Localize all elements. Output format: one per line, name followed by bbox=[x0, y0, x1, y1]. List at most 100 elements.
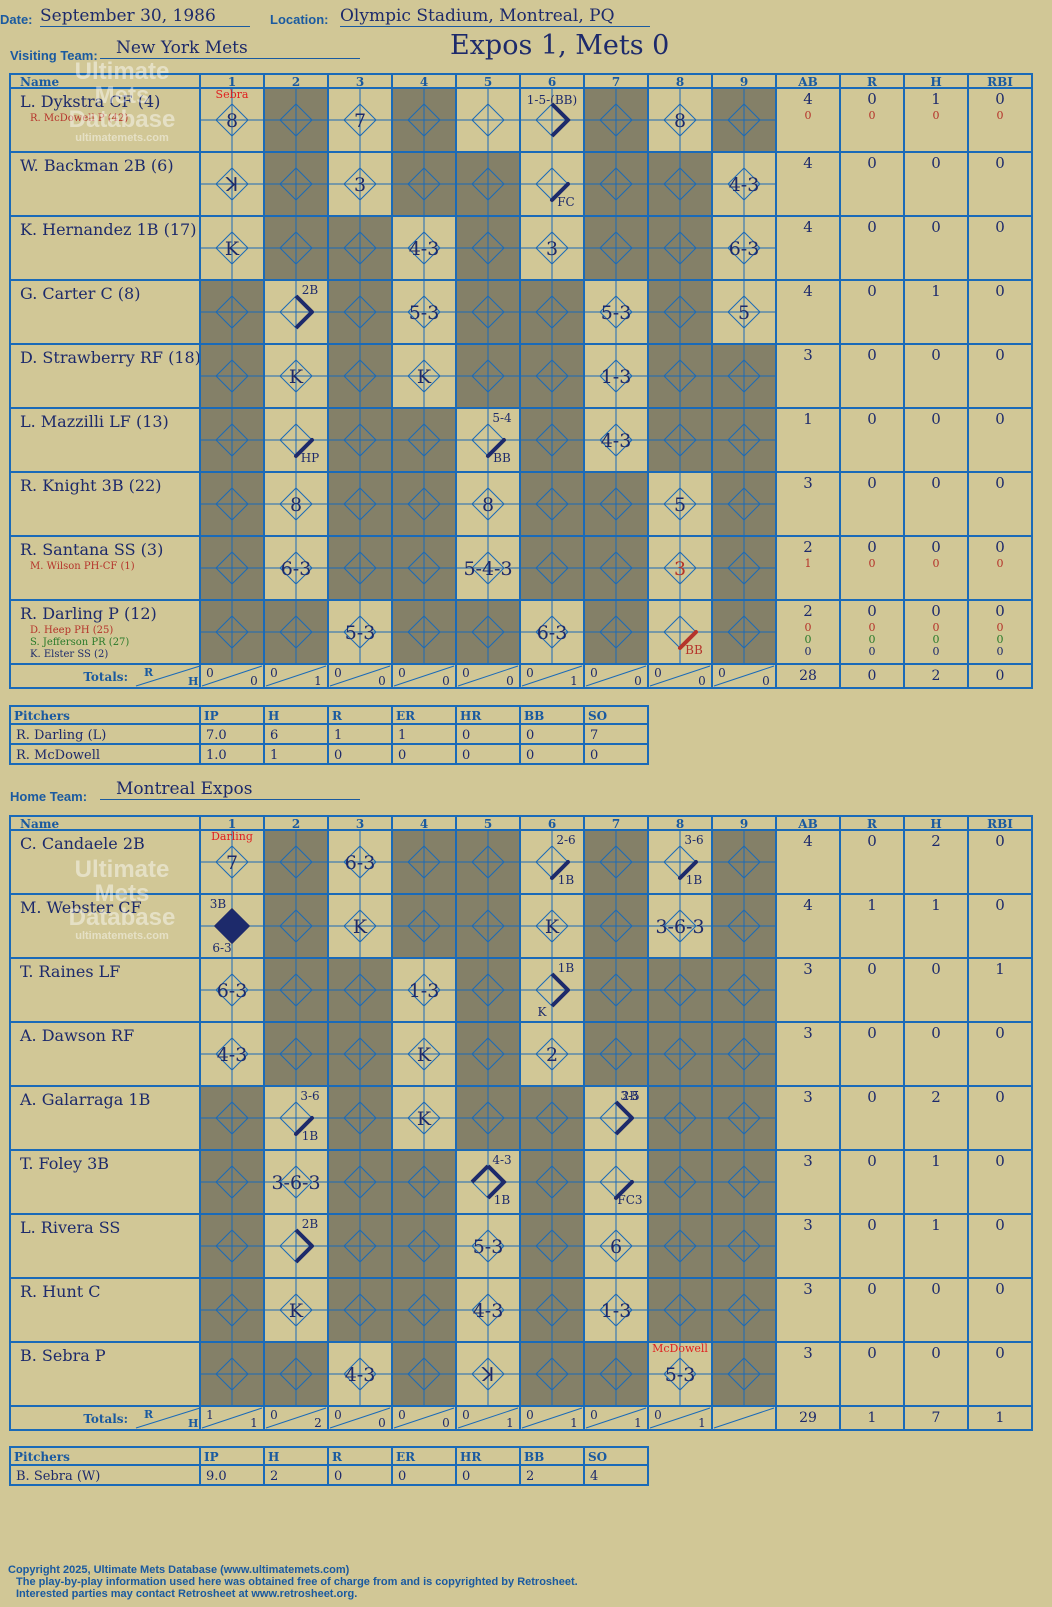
play-mark: 1B 2-6 bbox=[550, 833, 576, 887]
column-header: 4 bbox=[420, 75, 428, 89]
svg-text:1B: 1B bbox=[558, 873, 575, 887]
svg-text:5: 5 bbox=[738, 302, 750, 324]
batter-stat: 0 bbox=[995, 896, 1005, 914]
column-header: 3 bbox=[356, 75, 364, 89]
home-batter-row: M. Webster CF 4 1 1 0 bbox=[20, 896, 1005, 917]
total-stat: 1 bbox=[996, 1410, 1005, 1426]
batter-name: L. Rivera SS bbox=[20, 1218, 120, 1237]
visiting-batter-row: R. Darling P (12) D. Heep PH (25)S. Jeffe… bbox=[20, 602, 1005, 660]
svg-text:3-5: 3-5 bbox=[620, 1089, 639, 1103]
inning-runs: 0 bbox=[334, 1408, 342, 1422]
svg-text:5-4: 5-4 bbox=[492, 411, 512, 425]
batter-name: R. Darling P (12) bbox=[20, 604, 157, 623]
play-mark: 3B 6-3 bbox=[210, 897, 251, 955]
batter-stat: 1 bbox=[867, 896, 877, 914]
svg-text:5-3: 5-3 bbox=[409, 302, 440, 324]
batter-stat: 2 bbox=[931, 832, 941, 850]
total-stat: 2 bbox=[932, 668, 941, 684]
inning-hits: 1 bbox=[570, 1416, 578, 1430]
pitcher-stat: 0 bbox=[590, 748, 598, 763]
batter-stat: 3 bbox=[803, 1344, 813, 1362]
svg-text:K: K bbox=[289, 1300, 304, 1322]
svg-text:R: R bbox=[144, 1408, 154, 1421]
home-batter-row: L. Rivera SS 3 0 1 0 bbox=[20, 1216, 1005, 1237]
substitute-stat: 0 bbox=[933, 633, 940, 646]
visiting-batter-row: R. Knight 3B (22) 3 0 0 0 bbox=[20, 474, 1005, 495]
pitcher-stat: 6 bbox=[270, 728, 278, 743]
svg-text:K: K bbox=[289, 366, 304, 388]
column-header: 3 bbox=[356, 817, 364, 831]
svg-text:7: 7 bbox=[226, 852, 238, 874]
total-stat: 28 bbox=[799, 668, 817, 684]
batter-name: R. Hunt C bbox=[20, 1282, 101, 1301]
batter-stat: 0 bbox=[931, 474, 941, 492]
play-mark: 1B 3-6 bbox=[294, 1089, 320, 1143]
svg-text:5: 5 bbox=[674, 494, 686, 516]
substitute-stat: 0 bbox=[869, 557, 876, 570]
inning-hits: 0 bbox=[762, 674, 770, 688]
svg-text:1B: 1B bbox=[558, 961, 575, 975]
play-mark: K bbox=[417, 1044, 432, 1066]
substitute-stat: 0 bbox=[805, 645, 812, 658]
batter-stat: 0 bbox=[995, 154, 1005, 172]
batter-stat: 4 bbox=[803, 832, 813, 850]
inning-runs: 0 bbox=[398, 1408, 406, 1422]
batter-stat: 0 bbox=[995, 1088, 1005, 1106]
column-header: 7 bbox=[612, 817, 620, 831]
column-header: RBI bbox=[987, 75, 1013, 89]
substitute-stat: 0 bbox=[933, 557, 940, 570]
svg-text:2: 2 bbox=[546, 1044, 558, 1066]
batter-stat: 1 bbox=[931, 90, 941, 108]
batter-stat: 4 bbox=[803, 282, 813, 300]
batter-stat: 0 bbox=[931, 1280, 941, 1298]
game-date: September 30, 1986 bbox=[40, 6, 250, 27]
svg-text:5-3: 5-3 bbox=[601, 302, 632, 324]
column-header: 5 bbox=[484, 75, 492, 89]
total-stat: 0 bbox=[996, 668, 1005, 684]
column-header: 6 bbox=[548, 75, 556, 89]
play-mark: K bbox=[353, 916, 368, 938]
batter-name: K. Hernandez 1B (17) bbox=[20, 220, 196, 239]
batter-stat: 3 bbox=[803, 1280, 813, 1298]
batter-stat: 0 bbox=[867, 832, 877, 850]
play-mark: 5-3 bbox=[473, 1236, 504, 1258]
play-mark: 2B bbox=[294, 283, 318, 330]
svg-text:3: 3 bbox=[546, 238, 558, 260]
play-mark: ꓘ bbox=[481, 1364, 494, 1386]
batter-stat: 0 bbox=[867, 1024, 877, 1042]
home-batter-row: A. Dawson RF 3 0 0 0 bbox=[19, 1024, 1005, 1045]
svg-text:5-3: 5-3 bbox=[665, 1364, 696, 1386]
batter-stat: 0 bbox=[931, 410, 941, 428]
play-mark: Sebra 8 bbox=[216, 88, 249, 132]
play-mark: 4-3 bbox=[345, 1364, 376, 1386]
batter-stat: 0 bbox=[995, 474, 1005, 492]
batter-stat: 3 bbox=[803, 1216, 813, 1234]
inning-hits: 0 bbox=[442, 1416, 450, 1430]
pitcher-name: R. McDowell bbox=[16, 748, 100, 763]
inning-runs: 0 bbox=[718, 666, 726, 680]
batter-stat: 1 bbox=[803, 410, 813, 428]
visiting-batter-row: L. Dykstra CF (4)R. McDowell P (42)4 0 1 00… bbox=[20, 90, 1005, 124]
inning-hits: 1 bbox=[570, 674, 578, 688]
batter-stat: 1 bbox=[931, 1152, 941, 1170]
visiting-pitchers-table: Pitchers IP H R ER HR BB SOR. Darling (L) 7.0 6 1 1… bbox=[9, 705, 649, 765]
substitute-stat: 0 bbox=[805, 633, 812, 646]
batter-stat: 0 bbox=[867, 282, 877, 300]
game-location: Olympic Stadium, Montreal, PQ bbox=[340, 6, 650, 27]
play-mark: 1-3 bbox=[601, 366, 632, 388]
play-mark: 8 bbox=[482, 494, 494, 516]
svg-text:1-3: 1-3 bbox=[409, 980, 440, 1002]
play-mark: K bbox=[417, 366, 432, 388]
svg-text:FC3: FC3 bbox=[617, 1193, 642, 1207]
substitute-stat: 0 bbox=[869, 109, 876, 122]
pitcher-stat: 1 bbox=[334, 728, 342, 743]
batter-name: G. Carter C (8) bbox=[20, 284, 140, 303]
play-mark: 1-5-(BB) bbox=[527, 93, 577, 138]
play-mark: 8 bbox=[674, 110, 686, 132]
pitcher-stat: 0 bbox=[334, 748, 342, 763]
pitcher-column-header: BB bbox=[524, 709, 544, 723]
batter-stat: 4 bbox=[803, 154, 813, 172]
batter-stat: 0 bbox=[995, 1216, 1005, 1234]
retrosheet-line: The play-by-play information used here w… bbox=[16, 1576, 578, 1588]
svg-text:4-3: 4-3 bbox=[345, 1364, 376, 1386]
